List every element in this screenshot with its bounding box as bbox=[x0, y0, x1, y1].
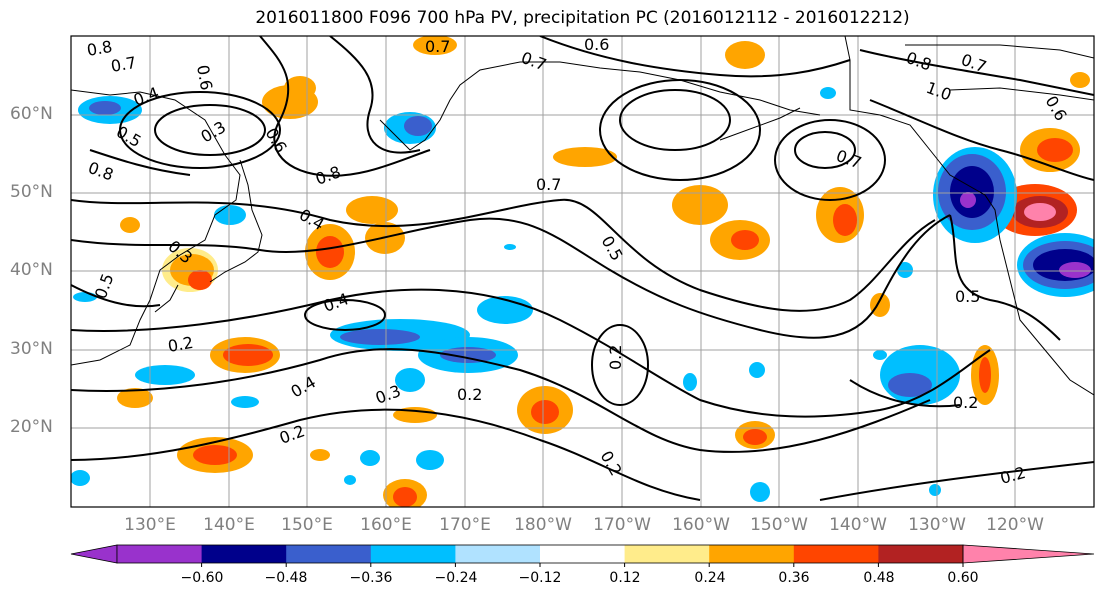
precip-shading-positive bbox=[117, 36, 1090, 507]
contour-label: 0.2 bbox=[457, 385, 482, 404]
colorbar-segment bbox=[624, 545, 710, 563]
colorbar-segment bbox=[286, 545, 372, 563]
colorbar-segment bbox=[117, 545, 203, 563]
colorbar-extend-max bbox=[962, 544, 1095, 564]
contour-label: 0.7 bbox=[536, 175, 561, 194]
lon-label-140e: 140°E bbox=[203, 515, 255, 535]
lon-label-150e: 150°E bbox=[281, 515, 333, 535]
colorbar-tick-label: −0.24 bbox=[434, 570, 478, 586]
contour-label: 0.7 bbox=[425, 37, 450, 56]
contour-label: 0.6 bbox=[193, 63, 216, 91]
colorbar-segment bbox=[201, 545, 287, 563]
colorbar-segment bbox=[455, 545, 541, 563]
colorbar-tick-label: −0.48 bbox=[264, 570, 308, 586]
lat-label-50n: 50°N bbox=[10, 182, 53, 202]
lat-label-20n: 20°N bbox=[10, 417, 53, 437]
colorbar-tick-label: 0.60 bbox=[947, 570, 979, 586]
contour-label: 0.7 bbox=[109, 53, 137, 76]
lon-label-160e: 160°E bbox=[360, 515, 412, 535]
lat-label-30n: 30°N bbox=[10, 339, 53, 359]
contour-label: 0.2 bbox=[953, 393, 978, 412]
lon-label-130e: 130°E bbox=[124, 515, 176, 535]
lon-label-130w: 130°W bbox=[908, 515, 966, 535]
contour-label: 0.2 bbox=[166, 333, 194, 356]
colorbar-segment bbox=[370, 545, 456, 563]
contour-label: 0.8 bbox=[85, 37, 113, 60]
contour-label: 0.6 bbox=[584, 35, 609, 54]
colorbar-segment bbox=[878, 545, 964, 563]
map-title: 2016011800 F096 700 hPa PV, precipitatio… bbox=[255, 8, 910, 28]
contour-label: 0.5 bbox=[955, 287, 980, 306]
lat-label-60n: 60°N bbox=[10, 104, 53, 124]
colorbar-tick-label: −0.60 bbox=[180, 570, 224, 586]
precip-shading-negative bbox=[71, 87, 1094, 502]
colorbar-tick-label: −0.36 bbox=[349, 570, 393, 586]
colorbar-segment bbox=[793, 545, 879, 563]
lat-label-40n: 40°N bbox=[10, 260, 53, 280]
colorbar-tick-label: −0.12 bbox=[518, 570, 562, 586]
map-frame bbox=[70, 35, 1095, 508]
lon-label-140w: 140°W bbox=[829, 515, 887, 535]
graticule bbox=[71, 36, 1094, 507]
lon-label-150w: 150°W bbox=[750, 515, 808, 535]
lon-label-160w: 160°W bbox=[672, 515, 730, 535]
lon-label-120w: 120°W bbox=[986, 515, 1044, 535]
lon-label-180w: 180°W bbox=[514, 515, 572, 535]
colorbar-tick-label: 0.12 bbox=[609, 570, 641, 586]
colorbar-extend-min bbox=[70, 544, 118, 564]
colorbar bbox=[70, 544, 1095, 567]
lon-label-170e: 170°E bbox=[439, 515, 491, 535]
colorbar-segment bbox=[709, 545, 795, 563]
colorbar-segment bbox=[540, 545, 626, 563]
colorbar-tick-label: 0.48 bbox=[863, 570, 895, 586]
colorbar-tick-label: 0.36 bbox=[778, 570, 810, 586]
coastlines bbox=[71, 36, 1094, 396]
pv-contours bbox=[71, 36, 1094, 501]
contour-label: 0.2 bbox=[606, 345, 625, 370]
lon-label-170w: 170°W bbox=[593, 515, 651, 535]
colorbar-tick-label: 0.24 bbox=[694, 570, 726, 586]
